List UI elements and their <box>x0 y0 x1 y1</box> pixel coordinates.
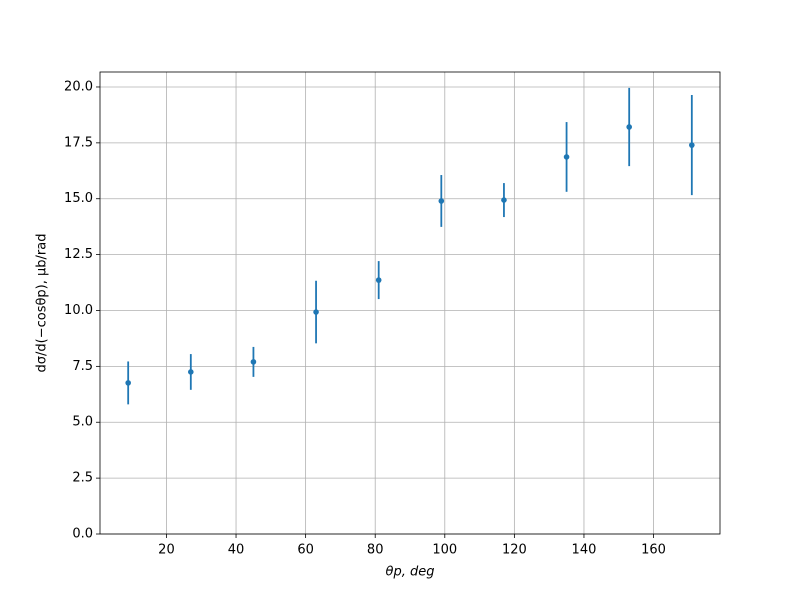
data-point <box>626 124 632 130</box>
data-point <box>313 309 319 315</box>
x-tick-label: 100 <box>432 543 457 558</box>
y-axis-label: dσ/d(−cosθp), μb/rad <box>35 234 50 373</box>
plot-frame <box>99 71 721 535</box>
data-point <box>563 154 570 160</box>
y-tick-label: 10.0 <box>64 303 93 318</box>
data-point <box>689 142 695 148</box>
x-tick-label: 160 <box>641 543 666 558</box>
x-tick-label: 40 <box>228 543 245 558</box>
y-tick-label: 0.0 <box>72 527 93 542</box>
y-tick-label: 7.5 <box>72 359 93 374</box>
data-point <box>375 277 382 283</box>
data-point <box>125 380 131 386</box>
x-axis-label: θp, deg <box>386 565 435 580</box>
y-tick-label: 12.5 <box>64 247 93 262</box>
y-tick-label: 2.5 <box>72 471 93 486</box>
y-tick-label: 20.0 <box>64 79 93 94</box>
y-tick-label: 5.0 <box>72 415 93 430</box>
data-point <box>250 359 257 365</box>
y-tick-label: 15.0 <box>64 191 93 206</box>
data-point <box>438 198 445 204</box>
x-tick-label: 80 <box>367 543 384 558</box>
x-tick-label: 20 <box>158 543 175 558</box>
data-point <box>501 197 507 203</box>
y-tick-label: 17.5 <box>64 135 93 150</box>
data-point <box>188 369 194 375</box>
x-tick-label: 140 <box>572 543 597 558</box>
x-tick-label: 120 <box>502 543 527 558</box>
x-tick-label: 60 <box>297 543 314 558</box>
